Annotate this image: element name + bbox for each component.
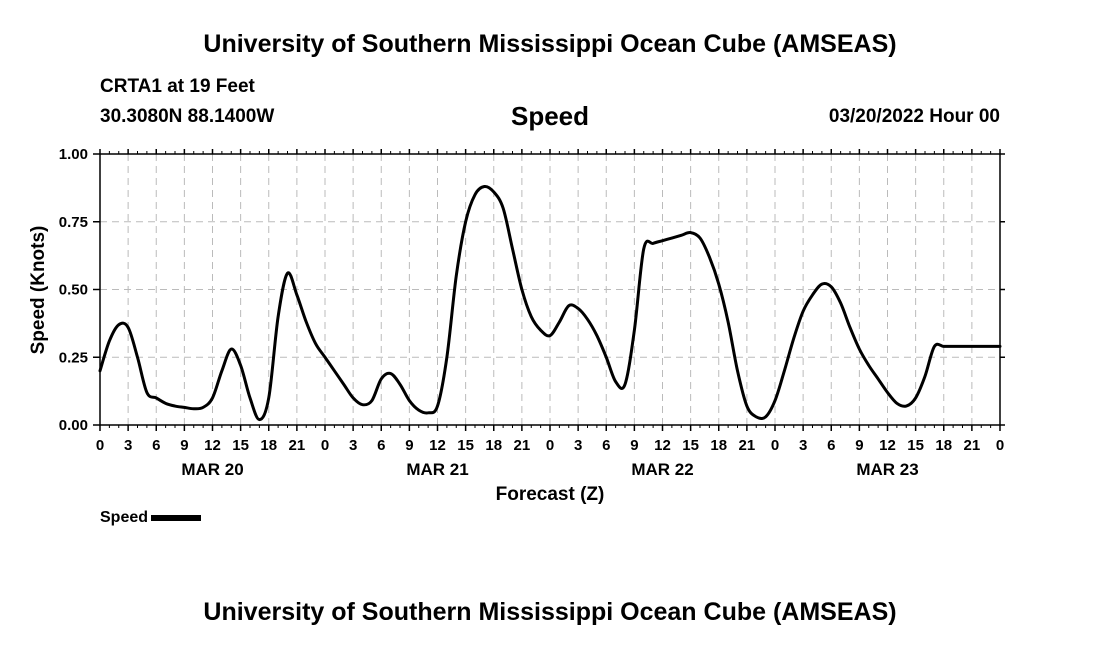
x-tick-label: 18 — [485, 437, 502, 454]
footer-title: University of Southern Mississippi Ocean… — [203, 598, 897, 626]
x-tick-label: 3 — [124, 437, 132, 454]
x-tick-label: 21 — [739, 437, 756, 454]
x-tick-label: 0 — [771, 437, 779, 454]
x-day-label: MAR 22 — [631, 460, 693, 479]
x-tick-label: 0 — [321, 437, 329, 454]
x-tick-label: 12 — [879, 437, 896, 454]
x-tick-label: 18 — [710, 437, 727, 454]
x-tick-label: 3 — [349, 437, 357, 454]
chart-legend: Speed — [100, 509, 202, 527]
grid-lines — [100, 154, 1000, 425]
x-tick-label: 15 — [907, 437, 924, 454]
variable-title: Speed — [510, 101, 590, 131]
x-tick-label: 15 — [682, 437, 699, 454]
x-tick-label: 3 — [799, 437, 807, 454]
x-tick-label: 0 — [996, 437, 1004, 454]
station-label: CRTA1 at 19 Feet — [100, 76, 255, 97]
x-day-label: MAR 21 — [406, 460, 468, 479]
x-tick-label: 15 — [457, 437, 474, 454]
x-tick-label: 0 — [96, 437, 104, 454]
y-tick-label: 0.00 — [59, 417, 88, 434]
axis-ticks — [93, 149, 1005, 431]
x-day-label: MAR 23 — [856, 460, 918, 479]
x-tick-label: 9 — [405, 437, 413, 454]
x-tick-label: 21 — [289, 437, 306, 454]
speed-series-line — [98, 184, 1002, 422]
x-tick-label: 9 — [180, 437, 188, 454]
y-tick-label: 0.75 — [59, 214, 88, 231]
x-tick-label: 12 — [204, 437, 221, 454]
y-tick-label: 0.25 — [59, 349, 88, 366]
axis-labels: 0 3 6 9 12 15 18 21 0 3 6 9 12 15 18 21 0 3 6 9 12 15 18 21 0 3 6 9… — [59, 146, 1004, 479]
date-label: 03/20/2022 Hour 00 — [828, 106, 1000, 127]
x-axis-title: Forecast (Z) — [496, 484, 605, 505]
x-tick-label: 0 — [546, 437, 554, 454]
x-tick-label: 21 — [964, 437, 981, 454]
y-tick-label: 1.00 — [59, 146, 88, 163]
x-tick-label: 3 — [574, 437, 582, 454]
x-day-label: MAR 20 — [181, 460, 243, 479]
coordinates-label: 30.3080N 88.1400W — [100, 106, 275, 127]
x-tick-label: 18 — [935, 437, 952, 454]
x-tick-label: 15 — [232, 437, 249, 454]
x-tick-label: 9 — [630, 437, 638, 454]
x-tick-label: 9 — [855, 437, 863, 454]
x-tick-label: 6 — [152, 437, 160, 454]
x-tick-label: 12 — [654, 437, 671, 454]
x-tick-label: 6 — [827, 437, 835, 454]
legend-label: Speed — [100, 509, 149, 526]
legend-swatch-line — [151, 515, 202, 521]
x-tick-label: 6 — [377, 437, 385, 454]
x-tick-label: 18 — [260, 437, 277, 454]
x-tick-label: 12 — [429, 437, 446, 454]
page-title: University of Southern Mississippi Ocean… — [203, 30, 897, 58]
y-axis-title: Speed (Knots) — [28, 226, 49, 355]
x-tick-label: 21 — [514, 437, 531, 454]
y-tick-label: 0.50 — [59, 282, 88, 299]
x-tick-label: 6 — [602, 437, 610, 454]
